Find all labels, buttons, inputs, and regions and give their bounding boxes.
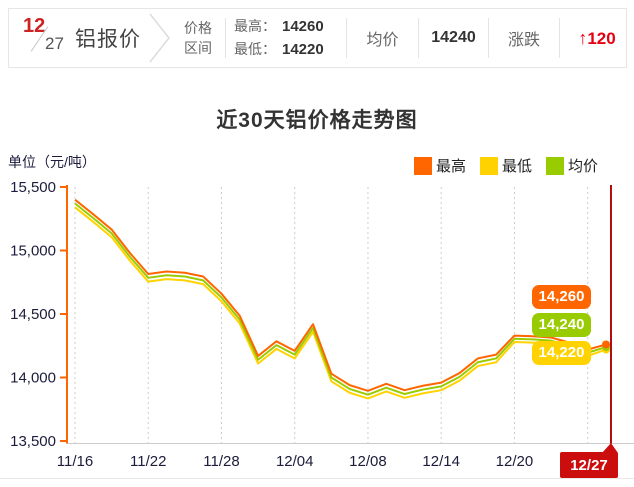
y-axis-unit-label: 单位（元/吨） [8,154,96,170]
high-row: 最高： 14260 [234,18,324,35]
series-line-最低 [74,206,607,400]
change-label: 涨跌 [507,32,540,49]
y-tick-label: 15,500 [10,179,56,196]
high-value: 14260 [282,18,324,35]
y-tick-label: 15,000 [10,243,56,260]
x-tick-label: 12/20 [496,453,534,470]
header-divider [488,18,489,58]
legend-item-avg: 均价 [546,155,598,176]
header-divider [346,18,347,58]
y-tick-label: 14,500 [10,306,56,323]
chart-title: 近30天铝价格走势图 [216,109,418,132]
end-badge-low: 14,220 [532,341,591,365]
low-value: 14220 [282,41,324,58]
chart-legend: 最高 最低 均价 [414,155,612,176]
x-tick-label: 11/28 [203,453,239,470]
x-tick-label: 12/08 [349,453,387,470]
header-divider [225,18,226,58]
series-end-dot [601,340,610,349]
end-badge-high: 14,260 [532,285,591,309]
legend-swatch-low [480,156,499,175]
today-badge-label: 12/27 [570,457,608,474]
y-tick-label: 14,000 [10,370,56,387]
low-row: 最低： 14220 [234,41,324,58]
x-tick-label: 12/04 [276,453,314,470]
change-value: ↑120 [578,27,616,48]
quote-date-month: 12 [23,15,46,37]
legend-item-high: 最高 [414,155,466,176]
price-range-label: 价格 区间 [184,20,212,56]
series-line-最高 [74,198,607,392]
avg-label: 均价 [366,32,399,49]
legend-swatch-high [414,156,432,175]
header-divider [559,18,560,58]
series-line-均价 [74,202,607,396]
legend-swatch-avg [546,156,565,175]
x-tick-label: 12/14 [422,453,460,470]
x-tick-label: 11/16 [57,453,93,470]
chevron-right-icon [149,13,170,63]
y-tick-label: 13,500 [10,433,56,450]
today-badge [560,452,618,478]
quote-date: 12 27 [21,15,73,61]
x-tick-label: 11/22 [130,453,166,470]
avg-value: 14240 [431,29,476,46]
up-arrow-icon: ↑ [578,27,588,48]
product-name: 铝报价 [75,28,141,51]
end-badge-avg: 14,240 [532,313,591,337]
header-divider [418,18,419,58]
legend-item-low: 最低 [480,155,532,176]
today-badge-pointer [601,443,618,453]
high-low-block: 最高： 14260 最低： 14220 [226,15,346,61]
quote-date-day: 27 [45,34,64,53]
page-divider [0,478,634,479]
quote-header: 12 27 铝报价 价格 区间 最高： 14260 最低： 14220 均价 142… [8,8,627,68]
